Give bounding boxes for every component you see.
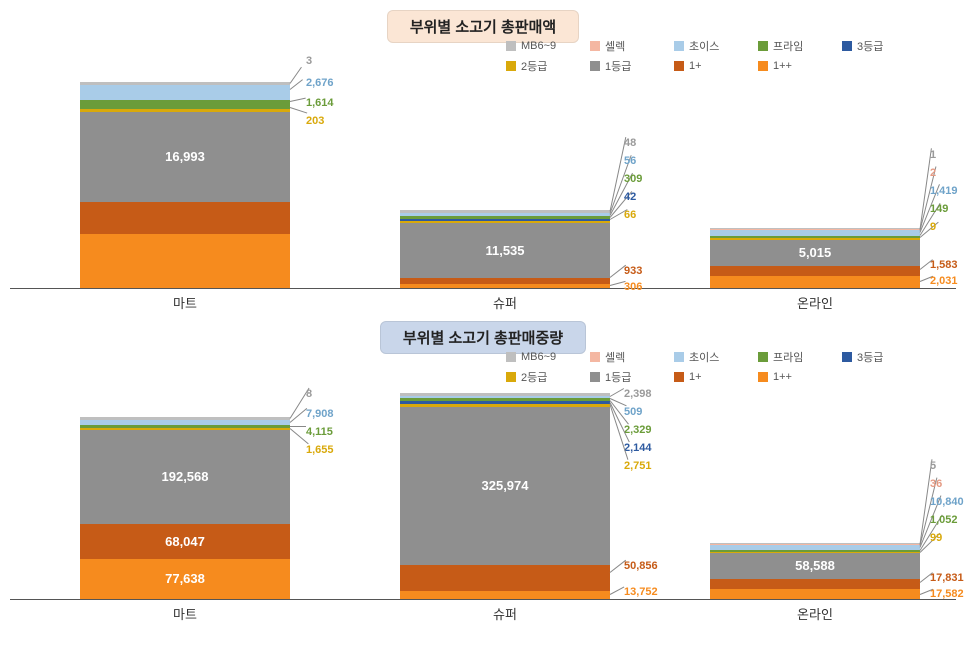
plot-area: 16,993 3 2,676 1,614 203 11,535 48 56 309 42 66 933… xyxy=(10,49,956,289)
callout-label: 5 xyxy=(930,460,936,472)
bar-segment xyxy=(710,579,920,589)
x-axis-label: 슈퍼 xyxy=(400,293,610,312)
bar-segment xyxy=(710,266,920,276)
leader-line xyxy=(290,107,307,114)
callout-label: 10,840 xyxy=(930,496,964,508)
callout-label: 2,329 xyxy=(624,424,652,436)
callout-label: 1,419 xyxy=(930,185,958,197)
chart-section-1: 부위별 소고기 총판매중량MB6~9셀렉초이스프라임3등급2등급1등급1+1++… xyxy=(10,321,956,622)
callout-label: 1,583 xyxy=(930,259,958,271)
callout-label: 2,676 xyxy=(306,77,334,89)
segment-value-label: 11,535 xyxy=(400,223,610,257)
stacked-bar: 77,638 68,047 192,568 xyxy=(80,417,290,599)
callout-label: 13,752 xyxy=(624,586,658,598)
callout-label: 9 xyxy=(930,221,936,233)
x-axis: 마트슈퍼온라인 xyxy=(10,600,956,604)
bar-segment xyxy=(80,85,290,100)
charts-root: 부위별 소고기 총판매액MB6~9셀렉초이스프라임3등급2등급1등급1+1++1… xyxy=(10,10,956,622)
leader-line xyxy=(610,388,624,397)
bar-segment xyxy=(400,591,610,599)
stacked-bar: 58,588 xyxy=(710,543,920,599)
callout-label: 1,655 xyxy=(306,444,334,456)
x-axis-label: 슈퍼 xyxy=(400,604,610,623)
bar-group: 77,638 68,047 192,568 xyxy=(80,417,290,599)
bar-segment: 16,993 xyxy=(80,112,290,202)
callout-label: 2,751 xyxy=(624,460,652,472)
callout-label: 3 xyxy=(306,55,312,67)
chart-section-0: 부위별 소고기 총판매액MB6~9셀렉초이스프라임3등급2등급1등급1+1++1… xyxy=(10,10,956,311)
stacked-bar: 5,015 xyxy=(710,228,920,288)
callout-label: 66 xyxy=(624,209,636,221)
plot-area: 77,638 68,047 192,568 8 7,908 4,115 1,655 325,9… xyxy=(10,360,956,600)
callout-label: 42 xyxy=(624,191,636,203)
stacked-bar: 11,535 xyxy=(400,210,610,288)
callout-label: 4,115 xyxy=(306,426,333,438)
stacked-bar: 16,993 xyxy=(80,82,290,288)
callout-label: 933 xyxy=(624,265,642,277)
bar-segment: 11,535 xyxy=(400,223,610,278)
bar-segment xyxy=(710,276,920,288)
leader-line xyxy=(610,587,625,595)
segment-value-label: 68,047 xyxy=(80,524,290,548)
callout-label: 149 xyxy=(930,203,948,215)
callout-label: 99 xyxy=(930,532,942,544)
bar-segment: 192,568 xyxy=(80,430,290,524)
callout-label: 203 xyxy=(306,115,324,127)
x-axis: 마트슈퍼온라인 xyxy=(10,289,956,293)
bar-segment: 58,588 xyxy=(710,553,920,579)
bar-segment: 325,974 xyxy=(400,407,610,565)
segment-value-label: 16,993 xyxy=(80,112,290,163)
bar-segment: 77,638 xyxy=(80,559,290,599)
segment-value-label: 325,974 xyxy=(400,407,610,492)
x-axis-label: 온라인 xyxy=(710,293,920,312)
bar-group: 16,993 xyxy=(80,82,290,288)
callout-label: 1 xyxy=(930,149,936,161)
x-axis-label: 온라인 xyxy=(710,604,920,623)
callout-label: 17,582 xyxy=(930,588,964,600)
segment-value-label: 77,638 xyxy=(80,559,290,585)
bar-segment xyxy=(80,100,290,109)
bar-segment xyxy=(400,565,610,591)
bar-segment xyxy=(80,202,290,234)
callout-label: 50,856 xyxy=(624,560,658,572)
callout-label: 2,398 xyxy=(624,388,652,400)
segment-value-label: 192,568 xyxy=(80,430,290,483)
x-axis-label: 마트 xyxy=(80,604,290,623)
segment-value-label: 5,015 xyxy=(710,240,920,259)
bar-segment xyxy=(710,589,920,599)
bar-group: 5,015 xyxy=(710,228,920,288)
callout-label: 56 xyxy=(624,155,636,167)
leader-line xyxy=(290,98,306,102)
leader-line xyxy=(290,426,306,427)
segment-value-label: 58,588 xyxy=(710,553,920,572)
bar-segment: 68,047 xyxy=(80,524,290,559)
callout-label: 2,144 xyxy=(624,442,652,454)
callout-label: 2,031 xyxy=(930,275,958,287)
callout-label: 309 xyxy=(624,173,642,185)
bar-group: 325,974 xyxy=(400,393,610,599)
callout-label: 2 xyxy=(930,167,936,179)
x-axis-label: 마트 xyxy=(80,293,290,312)
stacked-bar: 325,974 xyxy=(400,393,610,599)
bar-group: 11,535 xyxy=(400,210,610,288)
bar-group: 58,588 xyxy=(710,543,920,599)
callout-label: 1,052 xyxy=(930,514,958,526)
bar-segment xyxy=(400,284,610,288)
callout-label: 48 xyxy=(624,137,636,149)
callout-label: 36 xyxy=(930,478,942,490)
bar-segment: 5,015 xyxy=(710,240,920,266)
callout-label: 8 xyxy=(306,388,312,400)
bar-segment xyxy=(80,234,290,288)
callout-label: 17,831 xyxy=(930,572,964,584)
callout-label: 1,614 xyxy=(306,97,334,109)
callout-label: 7,908 xyxy=(306,408,334,420)
callout-label: 509 xyxy=(624,406,642,418)
